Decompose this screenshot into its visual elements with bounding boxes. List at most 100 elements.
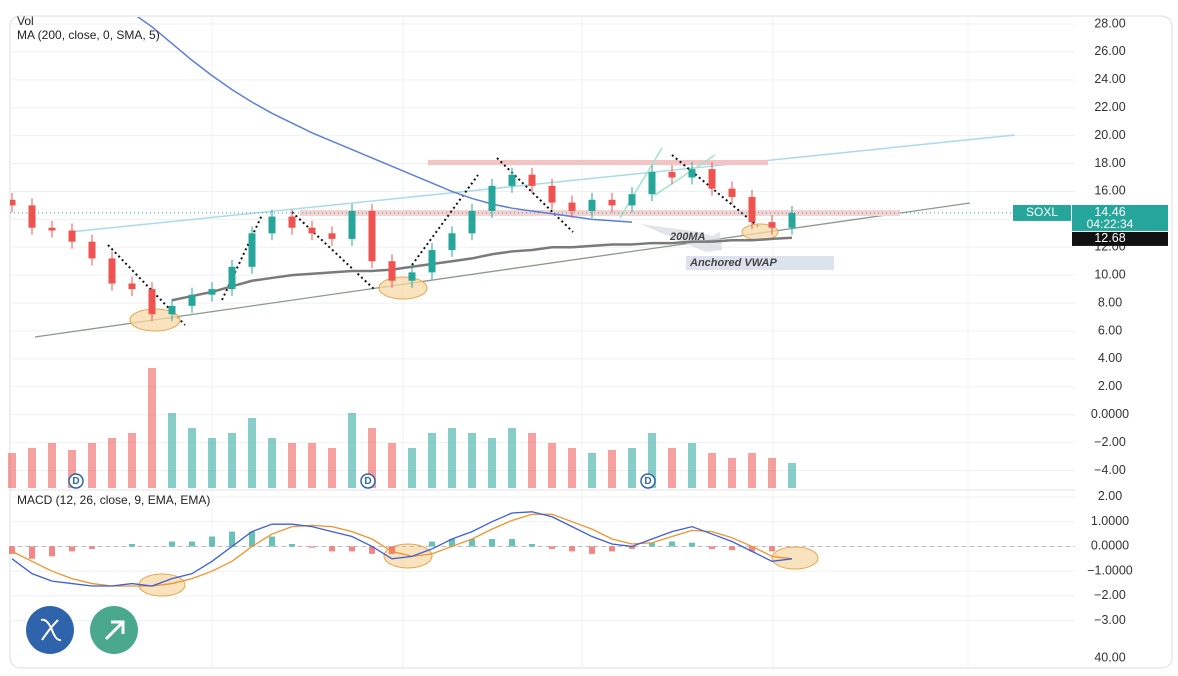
volume-bar [208, 438, 216, 488]
ma-annotation: 200MA [669, 231, 706, 243]
volume-bar [448, 428, 456, 488]
macd-histogram-bar [169, 541, 175, 547]
event-marker-label: D [72, 476, 79, 487]
candle-body [288, 216, 296, 228]
candle-body [768, 222, 776, 228]
candle-body [468, 210, 476, 234]
volume-bar [528, 433, 536, 488]
volume-bar [688, 443, 696, 488]
macd-histogram-bar [689, 542, 695, 547]
macd-histogram-bar [29, 546, 35, 559]
y-tick-label: 22.00 [1094, 100, 1125, 114]
y-tick-label: 18.00 [1094, 156, 1125, 170]
candle-body [168, 305, 176, 315]
line [11, 511, 793, 587]
candle-body [88, 241, 96, 259]
macd-histogram-bar [769, 546, 775, 552]
volume-bar [148, 368, 156, 488]
volume-bar [788, 463, 796, 488]
share-icons[interactable] [26, 606, 138, 654]
volume-bar [188, 428, 196, 488]
macd-histogram-bar [509, 539, 515, 547]
event-marker-label: D [644, 476, 651, 487]
volume-bar [48, 443, 56, 488]
event-marker-label: D [364, 476, 371, 487]
volume-bar [748, 453, 756, 488]
macd-histogram-bar [429, 541, 435, 547]
macd-histogram-bar [489, 539, 495, 547]
price-tag [1072, 204, 1168, 231]
candle-body [688, 169, 696, 178]
macd-histogram-bar [469, 539, 475, 547]
y-tick-label: 8.00 [1098, 295, 1122, 309]
y-tick-label: 0.0000 [1091, 407, 1129, 421]
volume-bar [628, 448, 636, 488]
price-tag-label: 14.46 [1094, 205, 1125, 219]
macd-histogram-bar [729, 546, 735, 551]
volume-bar [508, 428, 516, 488]
y-tick-label: 4.00 [1098, 351, 1122, 365]
volume-bar [608, 450, 616, 488]
volume-bar [708, 453, 716, 488]
volume-label: Vol [17, 14, 34, 28]
candle-body [508, 174, 516, 186]
macd-histogram-bar [89, 546, 95, 549]
volume-bar [548, 443, 556, 488]
volume-bar [768, 458, 776, 488]
macd-histogram-bar [189, 541, 195, 547]
macd-histogram-bar [569, 546, 575, 552]
volume-bar [568, 448, 576, 488]
candle-body [268, 216, 276, 234]
extra-scale-label: 40.00 [1094, 650, 1125, 664]
volume-bar [128, 433, 136, 488]
candle-body [628, 194, 636, 206]
candle-body [488, 185, 496, 211]
macd-histogram-bar [349, 546, 355, 552]
y-tick-label: −4.00 [1094, 463, 1126, 477]
macd-tick-label: −2.00 [1094, 588, 1126, 602]
candle-body [148, 289, 156, 315]
line [171, 236, 793, 302]
vwap-annotation: Anchored VWAP [689, 257, 777, 269]
volume-bar [648, 433, 656, 488]
candle-body [208, 289, 216, 295]
macd-histogram-bar [709, 546, 715, 549]
macd-histogram-bar [329, 546, 335, 552]
candle-body [548, 185, 556, 203]
event-marker [68, 473, 84, 489]
candle-body [28, 205, 36, 228]
candle-body [428, 250, 436, 273]
volume-bar [168, 413, 176, 488]
candle-body [388, 261, 396, 281]
event-marker [640, 473, 656, 489]
volume-bar [248, 418, 256, 488]
macd-tick-label: −3.00 [1094, 613, 1126, 627]
vwap-tag [1072, 231, 1168, 246]
candle-body [328, 233, 336, 239]
candle-body [128, 283, 136, 290]
candle-body [10, 199, 16, 206]
volume-bar [228, 433, 236, 488]
volume-bar [408, 448, 416, 488]
volume-bar [428, 433, 436, 488]
macd-tick-label: −1.0000 [1087, 563, 1133, 577]
macd-histogram-bar [69, 546, 75, 552]
y-tick-label: 20.00 [1094, 128, 1125, 142]
volume-bar [588, 453, 596, 488]
volume-bar [728, 458, 736, 488]
macd-histogram-bar [389, 546, 395, 554]
candle-body [648, 171, 656, 195]
line [136, 17, 633, 223]
line [11, 513, 793, 587]
y-tick-label: 6.00 [1098, 323, 1122, 337]
macd-histogram-bar [49, 546, 55, 557]
y-tick-label: 28.00 [1094, 16, 1125, 30]
macd-histogram-bar [289, 543, 295, 547]
candle-body [528, 174, 536, 186]
macd-histogram-bar [669, 541, 675, 547]
volume-bar [668, 448, 676, 488]
macd-label: MACD (12, 26, close, 9, EMA, EMA) [17, 493, 210, 507]
volume-bar [28, 448, 36, 488]
candle-body [108, 258, 116, 284]
macd-histogram-bar [9, 546, 15, 554]
